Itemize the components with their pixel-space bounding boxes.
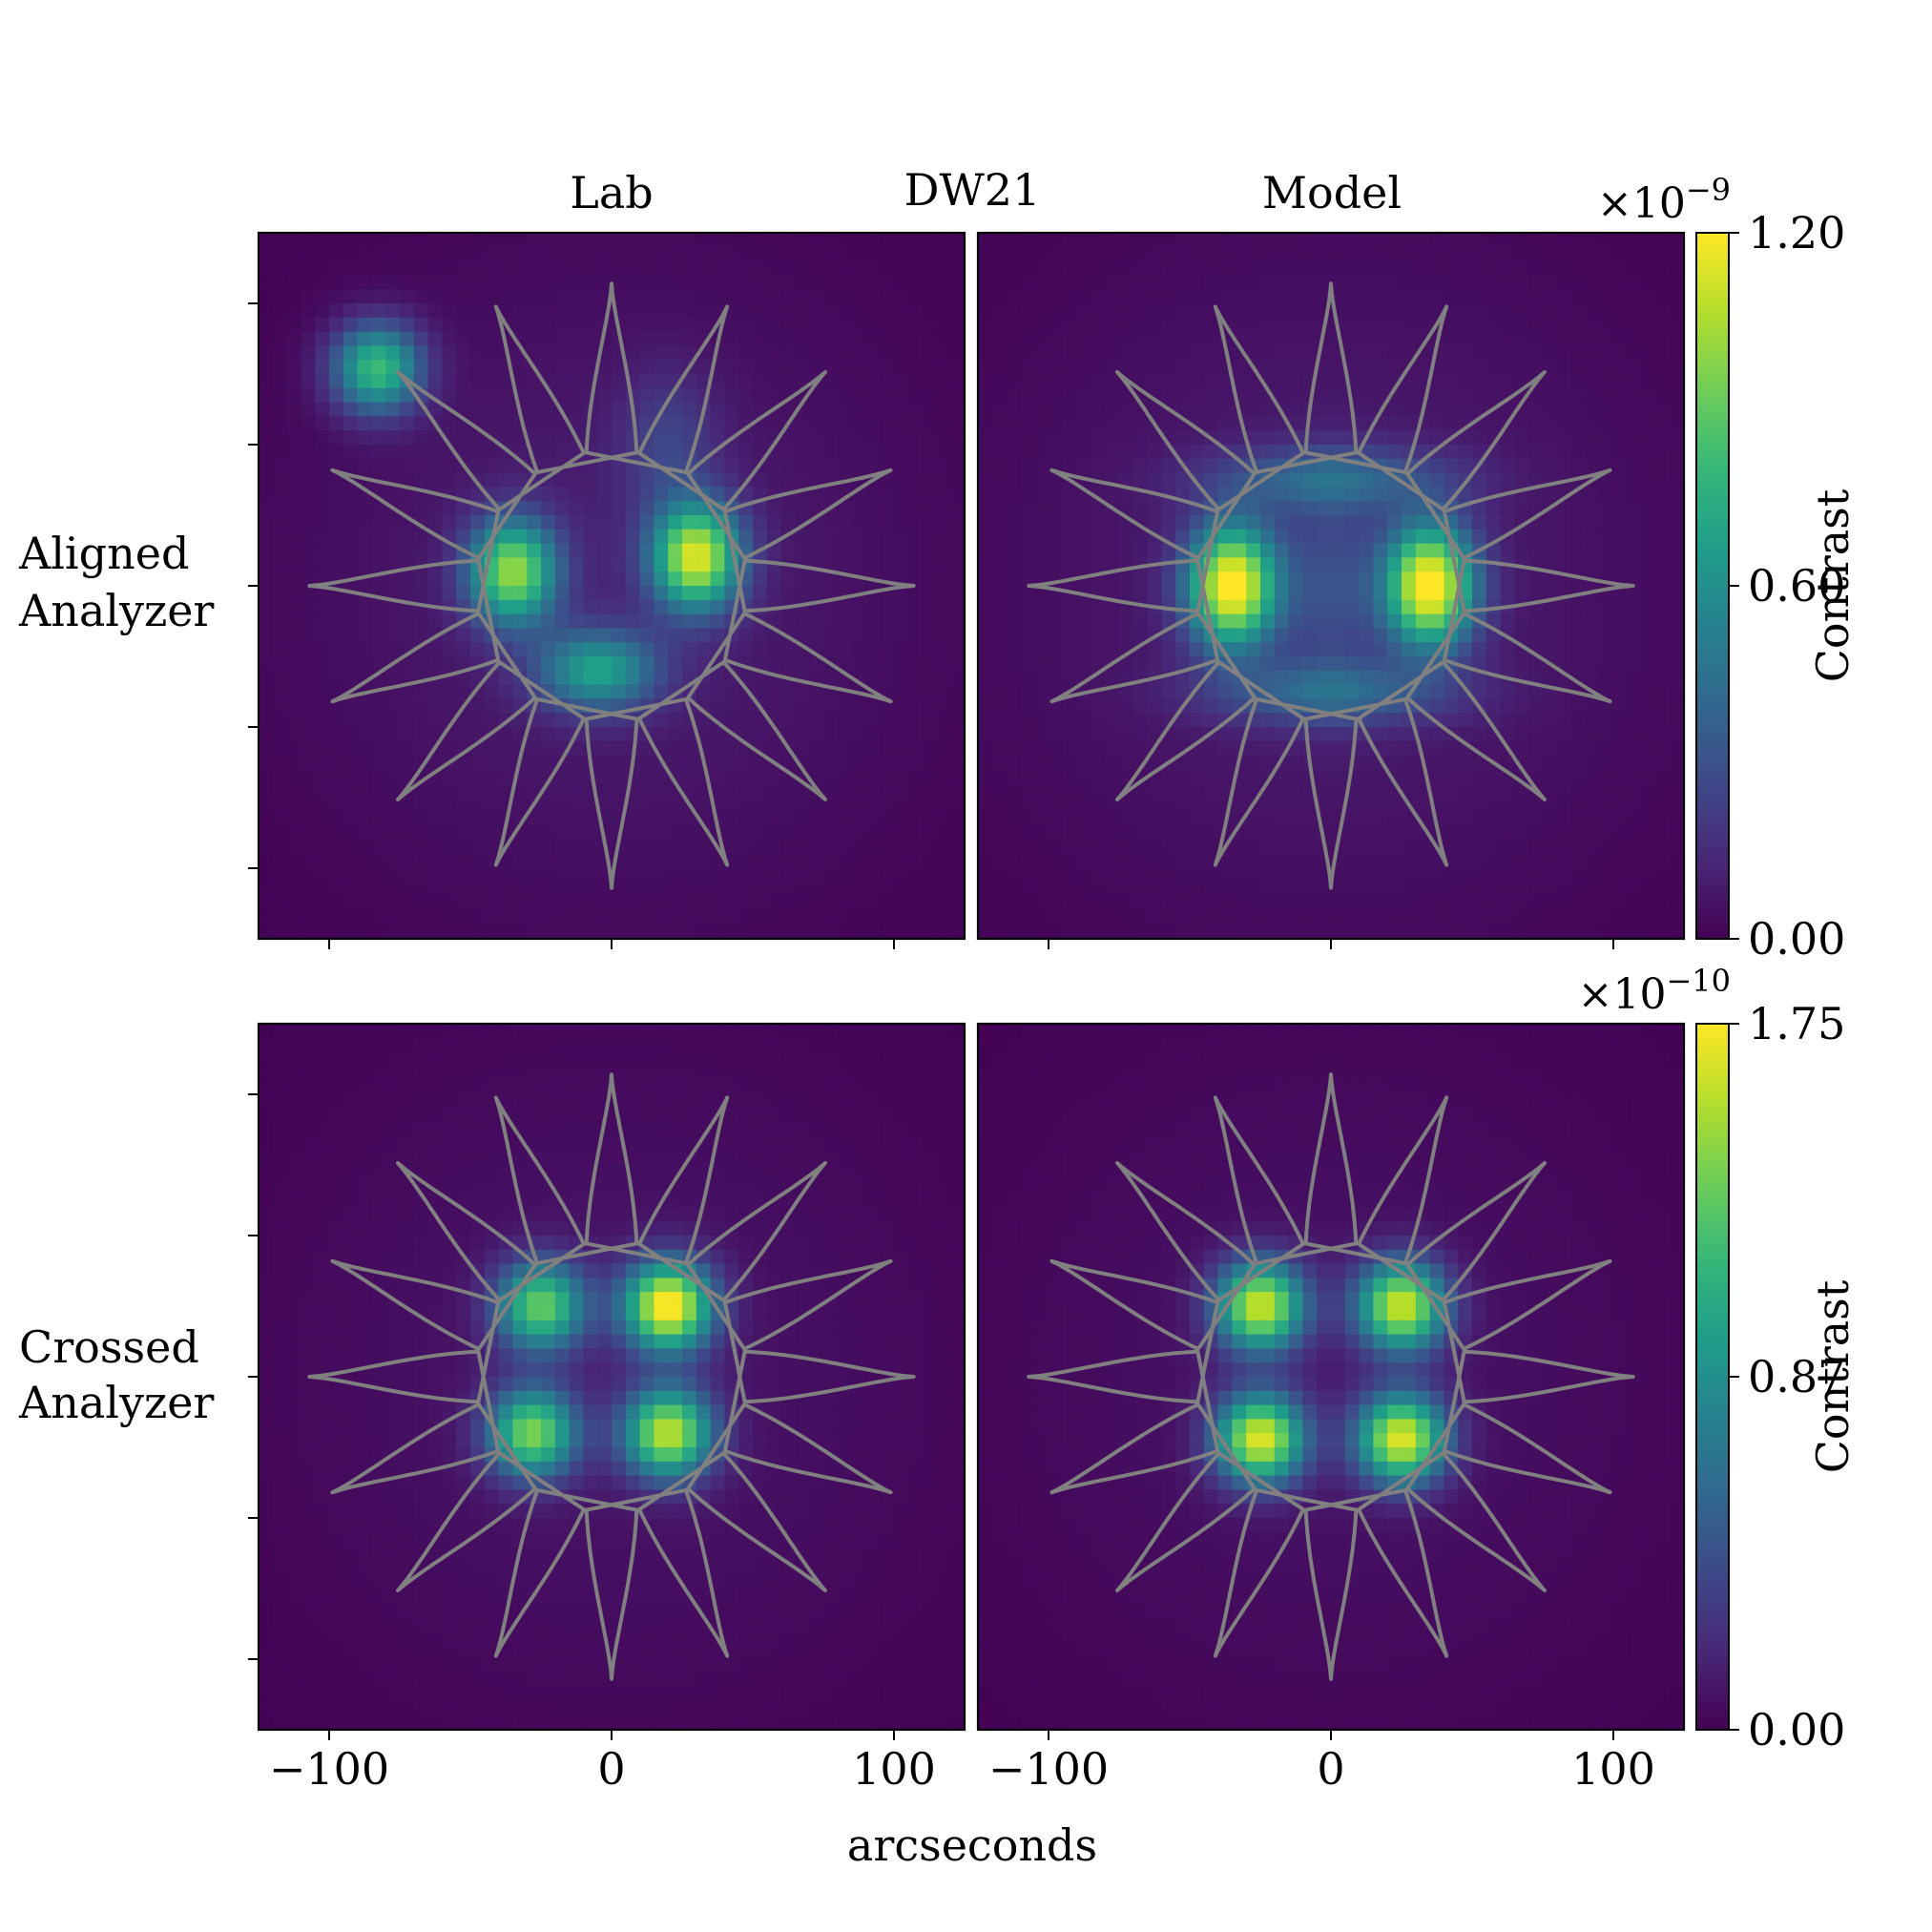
colorbar-tick-label: 0.87 [1748, 1351, 1845, 1402]
column-title-lab: Lab [570, 167, 653, 218]
heatmap-image [978, 1024, 1684, 1730]
colorbar-exponent: ×10−10 [1578, 963, 1731, 1019]
row-label-aligned: Aligned Analyzer [18, 528, 214, 636]
figure-suptitle: DW21 [904, 164, 1041, 216]
x-tick-label: −100 [269, 1743, 389, 1795]
colorbar-tick-label: 0.60 [1748, 560, 1845, 612]
colorbar-label: Contrast [1807, 1279, 1859, 1473]
row-label-crossed-line1: Crossed [19, 1321, 199, 1373]
panel-crossed-lab: −100 0 100 [248, 1022, 966, 1795]
heatmap-image [259, 1024, 965, 1730]
colorbar-exponent: ×10−9 [1597, 172, 1731, 228]
heatmap-image [978, 233, 1684, 939]
colorbar-gradient [1696, 233, 1729, 939]
starshade-outline [1027, 281, 1635, 890]
colorbar-tick-label: 0.00 [1748, 913, 1845, 965]
starshade-outline [307, 281, 916, 890]
colorbar-gradient [1696, 1024, 1729, 1730]
row-label-crossed-line2: Analyzer [18, 1377, 214, 1428]
heatmap-image [259, 233, 965, 939]
starshade-outline [307, 1072, 916, 1681]
x-tick-label: 100 [1571, 1743, 1655, 1795]
panel-aligned-model [976, 231, 1686, 949]
x-tick-label: 0 [1317, 1743, 1344, 1795]
colorbar-label: Contrast [1807, 488, 1859, 682]
starshade-outline [1027, 1072, 1635, 1681]
x-axis-label: arcseconds [847, 1819, 1097, 1871]
colorbar-aligned: 0.00 0.60 1.20 ×10−9 Contrast [1597, 172, 1859, 965]
colorbar-tick-label: 1.75 [1748, 998, 1845, 1049]
colorbar-crossed: 0.00 0.87 1.75 ×10−10 Contrast [1578, 963, 1859, 1755]
row-label-aligned-line1: Aligned [18, 528, 189, 579]
x-tick-label: −100 [988, 1743, 1109, 1795]
row-label-crossed: Crossed Analyzer [18, 1321, 214, 1428]
column-title-model: Model [1262, 167, 1402, 218]
x-tick-label: 0 [597, 1743, 625, 1795]
x-tick-label: 100 [852, 1743, 936, 1795]
panel-aligned-lab [248, 231, 966, 949]
panel-crossed-model: −100 0 100 [976, 1022, 1686, 1795]
row-label-aligned-line2: Analyzer [18, 585, 214, 636]
colorbar-tick-label: 0.00 [1748, 1704, 1845, 1755]
colorbar-tick-label: 1.20 [1748, 207, 1845, 259]
